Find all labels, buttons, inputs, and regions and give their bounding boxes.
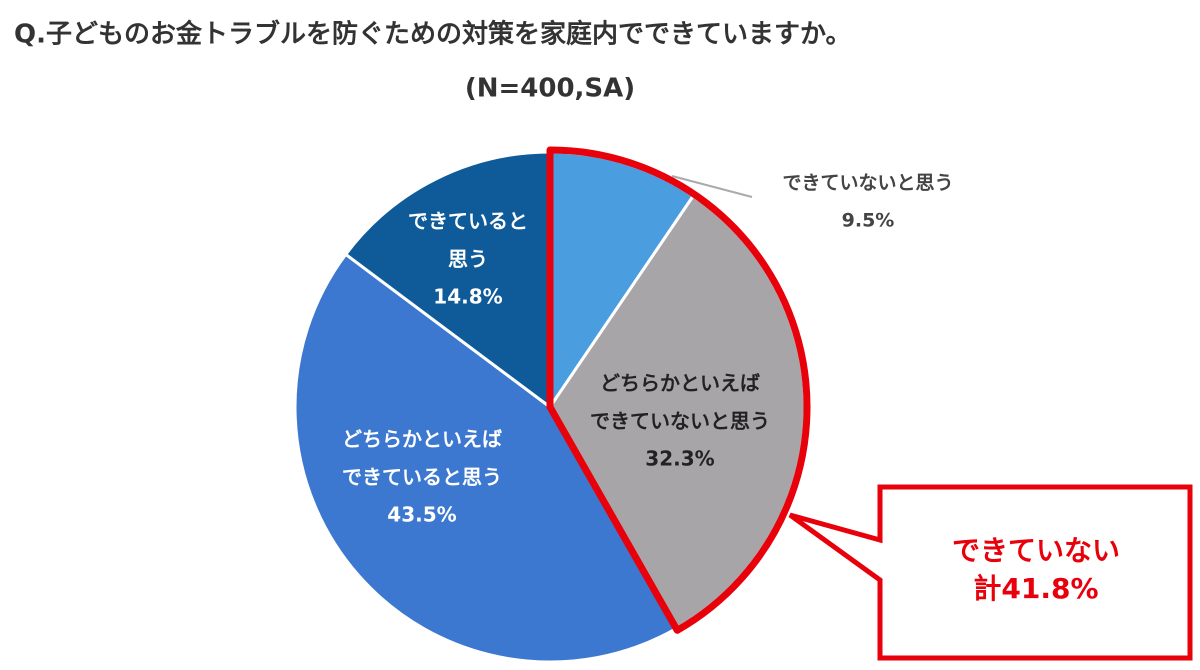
slice-label-line: 思う — [448, 247, 488, 271]
value-label: 43.5% — [387, 503, 456, 527]
value-label: 32.3% — [645, 447, 714, 471]
leader-line — [671, 175, 753, 198]
slice-label: どちらかといえばできていると思う — [342, 427, 502, 489]
slice-label: どちらかといえばできていないと思う — [590, 371, 770, 433]
slice-label-line: できていると思う — [342, 465, 502, 489]
callout-line: できていない — [952, 534, 1120, 567]
value-label: 9.5% — [842, 210, 895, 232]
pie-slice — [293, 252, 679, 664]
pie-slice — [343, 150, 552, 410]
highlight-outline — [546, 146, 811, 634]
callout-box — [788, 484, 1193, 661]
slice-label: できていると思う — [408, 209, 528, 271]
slice-label: できていないと思う — [782, 172, 953, 194]
slice-label-line: どちらかといえば — [342, 427, 502, 451]
chart-subtitle: (N=400,SA) — [465, 74, 635, 104]
slice-label-line: どちらかといえば — [600, 371, 760, 395]
slice-label-line: できていないと思う — [782, 172, 953, 194]
slice-label-line: できていないと思う — [590, 409, 770, 433]
chart-title: Q.子どものお金トラブルを防ぐための対策を家庭内でできていますか。 — [14, 19, 851, 50]
callout-text: できていない計41.8% — [952, 534, 1120, 605]
value-label: 14.8% — [433, 285, 502, 309]
callout-line: 計41.8% — [973, 572, 1098, 605]
slice-label-line: できていると — [408, 209, 528, 233]
